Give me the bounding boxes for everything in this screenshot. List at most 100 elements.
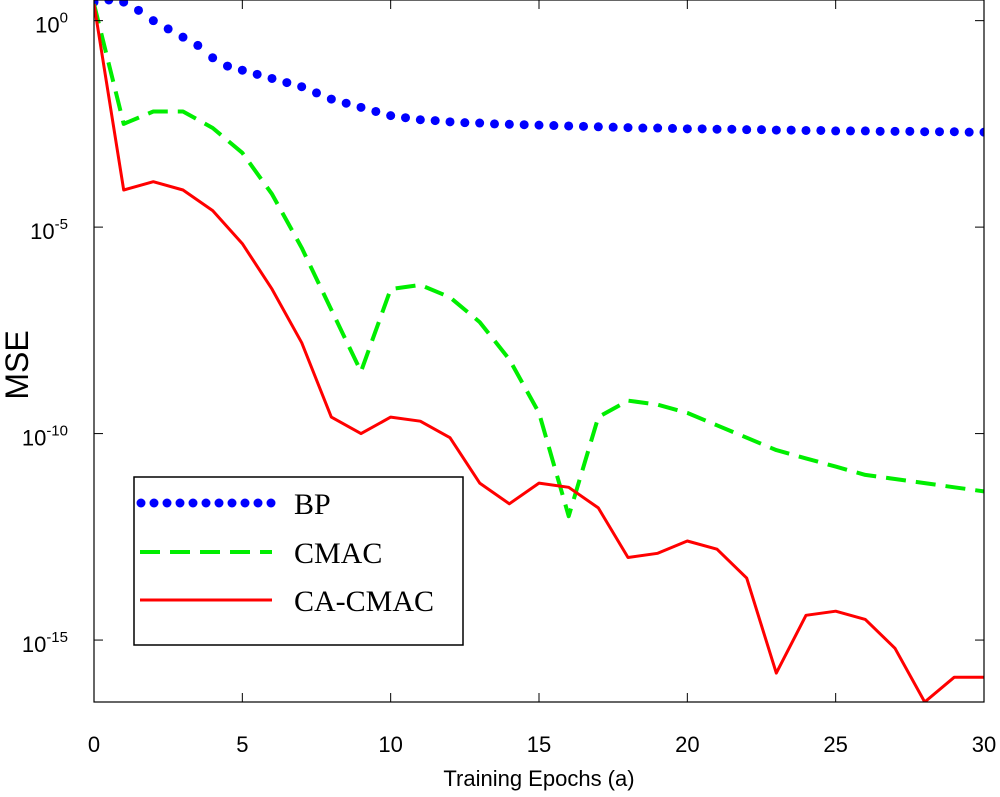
x-tick-label: 20 [675,732,699,757]
bp-point [712,124,722,134]
bp-point [949,127,959,137]
bp-point [623,123,633,133]
x-axis-ticks: 0 5 10 15 20 25 30 [88,0,996,757]
legend-swatch-dot [240,498,250,508]
bp-point [890,126,900,136]
bp-point [356,102,366,112]
legend-swatch-dot [188,498,198,508]
bp-point [846,126,855,136]
bp-point [341,98,351,108]
series-layer [94,0,984,702]
bp-point [519,120,529,130]
y-tick-label: 100 [35,10,68,38]
bp-point [786,125,796,135]
legend-swatch-dot [149,498,159,508]
legend-swatch-dot [136,498,146,508]
bp-point [920,127,930,137]
legend-items: BP CMAC CA-CMAC [136,488,434,618]
bp-point [757,125,766,135]
legend-swatch-dot [253,498,263,508]
bp-point [564,121,574,131]
series-bp [94,0,984,137]
bp-point [237,65,247,75]
bp-point [460,118,470,128]
bp-point [104,0,114,5]
bp-point [742,125,752,135]
bp-point [579,121,588,131]
legend-swatch-dot [201,498,211,508]
bp-point [771,125,781,135]
series-line-ca-cmac [94,3,984,702]
legend-item-ca-cmac: CA-CMAC [140,585,434,618]
bp-point [816,125,826,135]
series-line-cmac [94,3,984,519]
y-axis-label: MSE [0,330,35,399]
bp-point [401,113,410,123]
y-tick-base: 10 [30,219,54,244]
bp-point [252,69,262,79]
y-tick-label: 10-10 [22,423,68,451]
legend-box [133,476,464,646]
bp-point [475,118,485,128]
bp-point [801,125,811,135]
legend-swatch-dot [162,498,172,508]
y-tick-base: 10 [35,13,59,38]
y-tick-label: 10-5 [30,216,68,244]
y-tick-base: 10 [22,426,46,451]
bp-point [371,106,381,116]
bp-point [668,123,677,133]
x-tick-label: 5 [236,732,248,757]
legend-label: CA-CMAC [294,585,434,618]
x-axis-label: Training Epochs (a) [443,766,634,791]
legend-swatch-dot [227,498,237,508]
x-tick-label: 15 [527,732,551,757]
x-tick-label: 25 [823,732,847,757]
bp-point [297,82,307,92]
bp-point [905,126,915,136]
bp-point [193,40,203,50]
legend-item-bp: BP [136,488,331,521]
bp-point [875,126,885,136]
bp-point [134,5,143,15]
bp-point [119,0,129,7]
x-tick-label: 10 [378,732,402,757]
series-ca-cmac [94,3,984,702]
y-tick-exponent: -5 [55,216,68,233]
bp-point [860,126,870,136]
bp-point [282,78,292,88]
legend-label: BP [294,488,331,521]
bp-point [549,121,559,131]
bp-point [593,122,603,132]
bp-point [148,16,158,26]
bp-point [445,117,455,127]
bp-point [267,73,277,83]
y-tick-base: 10 [22,632,46,657]
bp-point [504,119,514,129]
legend: BP CMAC CA-CMAC [133,476,464,646]
bp-point [223,61,232,71]
series-cmac [94,3,984,519]
y-tick-exponent: -15 [46,629,68,646]
bp-point [608,122,618,132]
bp-point [163,24,173,34]
legend-swatch-dot [266,498,276,508]
bp-point [979,127,984,137]
bp-point [490,119,499,129]
bp-point [312,88,321,98]
bp-point [638,123,648,133]
bp-point [964,127,974,137]
bp-point [653,123,663,133]
y-tick-exponent: -10 [46,423,68,440]
legend-label: CMAC [294,537,382,570]
legend-swatch-dot [214,498,224,508]
bp-point [697,124,707,134]
bp-point [682,124,692,134]
bp-point [326,94,336,104]
legend-item-cmac: CMAC [140,537,382,570]
bp-point [534,120,544,130]
y-tick-label: 10-15 [22,629,68,657]
bp-point [386,111,396,121]
bp-point [727,124,737,134]
bp-point [831,126,841,136]
